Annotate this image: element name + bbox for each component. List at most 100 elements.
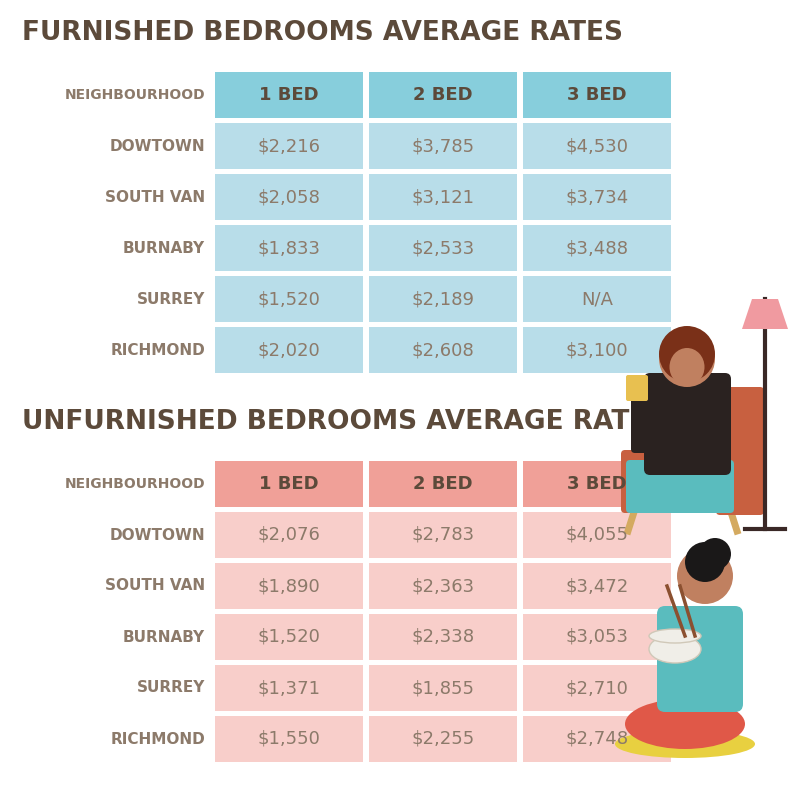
Circle shape	[659, 326, 715, 382]
Text: $2,710: $2,710	[566, 679, 629, 697]
Text: SOUTH VAN: SOUTH VAN	[105, 578, 205, 594]
FancyBboxPatch shape	[369, 72, 517, 118]
FancyBboxPatch shape	[626, 460, 734, 513]
Text: $2,058: $2,058	[258, 188, 321, 206]
Text: $2,076: $2,076	[258, 526, 321, 544]
Text: 3 BED: 3 BED	[567, 86, 627, 104]
Text: NEIGHBOURHOOD: NEIGHBOURHOOD	[64, 477, 205, 491]
Circle shape	[699, 538, 731, 570]
Text: $3,053: $3,053	[566, 628, 629, 646]
Text: $3,472: $3,472	[566, 577, 629, 595]
FancyBboxPatch shape	[626, 375, 648, 401]
Text: $3,734: $3,734	[566, 188, 629, 206]
FancyBboxPatch shape	[369, 614, 517, 660]
Text: $2,783: $2,783	[411, 526, 474, 544]
FancyBboxPatch shape	[523, 327, 671, 373]
Text: $1,833: $1,833	[258, 239, 321, 257]
Text: 2 BED: 2 BED	[413, 86, 473, 104]
FancyBboxPatch shape	[523, 276, 671, 322]
FancyBboxPatch shape	[215, 225, 363, 271]
Text: $4,055: $4,055	[566, 526, 629, 544]
FancyBboxPatch shape	[369, 461, 517, 507]
Text: $1,520: $1,520	[258, 290, 321, 308]
FancyBboxPatch shape	[716, 387, 764, 515]
FancyBboxPatch shape	[369, 665, 517, 711]
Text: SURREY: SURREY	[137, 291, 205, 307]
Text: DOWTOWN: DOWTOWN	[110, 527, 205, 543]
Text: 3 BED: 3 BED	[567, 475, 627, 493]
FancyBboxPatch shape	[215, 563, 363, 609]
Text: RICHMOND: RICHMOND	[110, 342, 205, 358]
FancyBboxPatch shape	[644, 373, 731, 475]
FancyBboxPatch shape	[523, 461, 671, 507]
Text: NEIGHBOURHOOD: NEIGHBOURHOOD	[64, 88, 205, 102]
FancyBboxPatch shape	[523, 225, 671, 271]
Text: SOUTH VAN: SOUTH VAN	[105, 189, 205, 205]
FancyBboxPatch shape	[631, 390, 664, 453]
FancyBboxPatch shape	[523, 563, 671, 609]
Text: BURNABY: BURNABY	[123, 629, 205, 645]
Text: $4,530: $4,530	[566, 137, 629, 155]
Circle shape	[659, 331, 715, 387]
FancyBboxPatch shape	[523, 72, 671, 118]
FancyBboxPatch shape	[369, 512, 517, 558]
Text: UNFURNISHED BEDROOMS AVERAGE RATES: UNFURNISHED BEDROOMS AVERAGE RATES	[22, 409, 666, 435]
Text: RICHMOND: RICHMOND	[110, 731, 205, 747]
Text: $3,100: $3,100	[566, 341, 628, 359]
Text: $1,550: $1,550	[258, 730, 321, 748]
Text: $2,020: $2,020	[258, 341, 320, 359]
FancyBboxPatch shape	[369, 563, 517, 609]
FancyBboxPatch shape	[369, 716, 517, 762]
FancyBboxPatch shape	[215, 614, 363, 660]
FancyBboxPatch shape	[369, 327, 517, 373]
FancyBboxPatch shape	[523, 174, 671, 220]
FancyBboxPatch shape	[215, 461, 363, 507]
Text: DOWTOWN: DOWTOWN	[110, 138, 205, 154]
Text: $2,189: $2,189	[411, 290, 474, 308]
FancyBboxPatch shape	[215, 276, 363, 322]
Ellipse shape	[670, 348, 705, 386]
FancyBboxPatch shape	[523, 665, 671, 711]
Polygon shape	[742, 299, 788, 329]
FancyBboxPatch shape	[657, 606, 743, 712]
Ellipse shape	[625, 699, 745, 749]
Text: 1 BED: 1 BED	[259, 475, 319, 493]
Text: $2,533: $2,533	[411, 239, 474, 257]
Text: $1,371: $1,371	[258, 679, 321, 697]
Text: $3,488: $3,488	[566, 239, 629, 257]
FancyBboxPatch shape	[215, 327, 363, 373]
FancyBboxPatch shape	[523, 512, 671, 558]
Ellipse shape	[649, 635, 701, 663]
Text: $3,121: $3,121	[411, 188, 474, 206]
Text: $1,855: $1,855	[411, 679, 474, 697]
FancyBboxPatch shape	[369, 123, 517, 169]
Text: 1 BED: 1 BED	[259, 86, 319, 104]
FancyBboxPatch shape	[215, 512, 363, 558]
FancyBboxPatch shape	[215, 174, 363, 220]
Text: $2,255: $2,255	[411, 730, 474, 748]
Text: FURNISHED BEDROOMS AVERAGE RATES: FURNISHED BEDROOMS AVERAGE RATES	[22, 20, 623, 46]
Text: BURNABY: BURNABY	[123, 240, 205, 256]
FancyBboxPatch shape	[369, 225, 517, 271]
Text: $2,608: $2,608	[412, 341, 474, 359]
FancyBboxPatch shape	[369, 174, 517, 220]
FancyBboxPatch shape	[215, 123, 363, 169]
Text: $3,785: $3,785	[411, 137, 474, 155]
FancyBboxPatch shape	[621, 450, 744, 513]
FancyBboxPatch shape	[523, 123, 671, 169]
FancyBboxPatch shape	[215, 665, 363, 711]
Text: $2,338: $2,338	[411, 628, 474, 646]
Ellipse shape	[615, 730, 755, 758]
FancyBboxPatch shape	[523, 716, 671, 762]
Text: N/A: N/A	[581, 290, 613, 308]
FancyBboxPatch shape	[215, 72, 363, 118]
Text: SURREY: SURREY	[137, 680, 205, 696]
Circle shape	[685, 542, 725, 582]
Text: $2,363: $2,363	[411, 577, 474, 595]
Text: $1,520: $1,520	[258, 628, 321, 646]
Text: 2 BED: 2 BED	[413, 475, 473, 493]
FancyBboxPatch shape	[369, 276, 517, 322]
Text: $2,216: $2,216	[258, 137, 321, 155]
Text: $2,748: $2,748	[566, 730, 629, 748]
Circle shape	[677, 548, 733, 604]
